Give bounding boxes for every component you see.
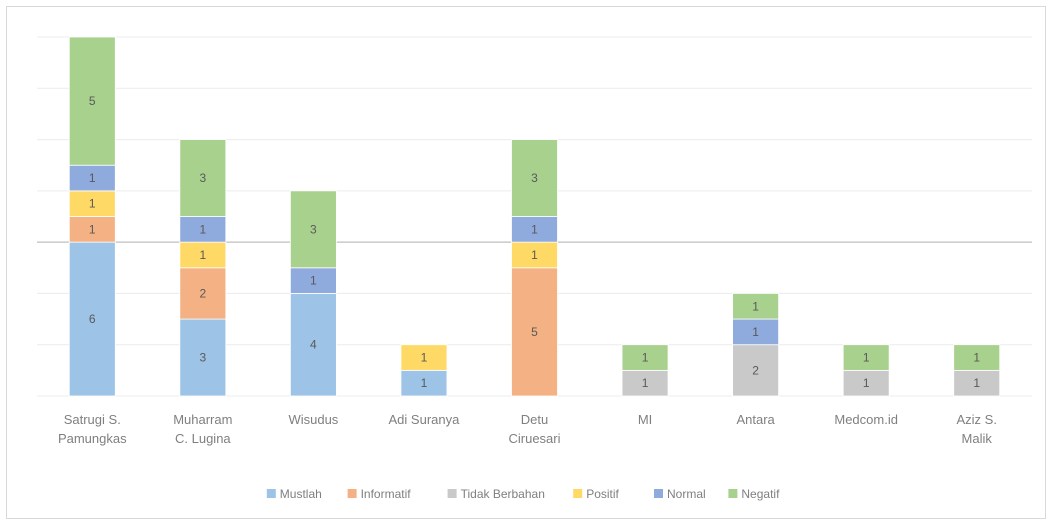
data-label: 1	[199, 248, 206, 262]
legend-item: Tidak Berbahan	[447, 487, 545, 501]
x-tick-label: C. Lugina	[175, 431, 231, 446]
legend-swatch	[447, 489, 457, 498]
legend-item: Negatif	[728, 487, 780, 501]
bar-segment	[289, 190, 337, 269]
legend-label: Positif	[586, 487, 619, 501]
legend-label: Mustlah	[280, 487, 322, 501]
x-tick-label: Malik	[962, 431, 993, 446]
x-axis-labels: Satrugi S. Pamungkas Muharram C. Lugina Wisu…	[58, 412, 997, 446]
x-tick-label: Wisudus	[288, 412, 338, 427]
legend-swatch	[266, 489, 276, 498]
legend-swatch	[347, 489, 357, 498]
legend-item: Normal	[654, 487, 706, 501]
bar-segment	[953, 369, 1001, 397]
bar-segment	[842, 369, 890, 397]
legend-label: Negatif	[741, 487, 780, 501]
chart-frame: 6 1 1 1 5 3 2 1 1 3 4 1 3 1 1 5 1 1 3 1 1 2 1 1 1 1 1 1 Satrugi S. P…	[6, 6, 1046, 519]
legend-label: Tidak Berbahan	[461, 487, 545, 501]
data-label: 1	[531, 222, 538, 236]
legend-label: Normal	[667, 487, 706, 501]
bar-segment	[732, 293, 780, 320]
legend-item: Informatif	[347, 487, 412, 501]
data-label: 1	[642, 376, 649, 390]
legend: Mustlah Informatif Tidak Berbahan Positif No…	[266, 487, 780, 501]
data-label: 3	[531, 171, 538, 185]
data-label: 3	[199, 171, 206, 185]
data-label: 1	[421, 376, 428, 390]
legend-swatch	[728, 489, 738, 498]
bars: 6 1 1 1 5 3 2 1 1 3 4 1 3 1 1 5 1 1 3 1 1 2 1 1 1 1 1 1	[68, 36, 1001, 397]
legend-label: Informatif	[361, 487, 412, 501]
bar-segment	[68, 241, 116, 397]
x-tick-label: Antara	[736, 412, 775, 427]
x-tick-label: Satrugi S.	[64, 412, 121, 427]
bar-segment	[179, 216, 227, 243]
data-label: 1	[973, 351, 980, 365]
bar-segment	[953, 344, 1001, 371]
data-label: 1	[752, 325, 759, 339]
data-label: 1	[89, 197, 96, 211]
bar-segment	[68, 190, 116, 217]
bar-segment	[732, 318, 780, 346]
data-label: 2	[752, 363, 759, 377]
data-label: 1	[863, 351, 870, 365]
bar-segment	[842, 344, 890, 371]
data-label: 3	[310, 222, 317, 236]
data-label: 1	[531, 248, 538, 262]
data-label: 3	[199, 351, 206, 365]
bar-segment	[511, 241, 558, 269]
bar-segment	[68, 36, 116, 166]
bar-segment	[511, 139, 558, 217]
data-label: 2	[199, 286, 206, 300]
x-tick-label: Adi Suranya	[389, 412, 461, 427]
bar-segment	[68, 216, 116, 243]
data-label: 1	[199, 222, 206, 236]
data-label: 1	[973, 376, 980, 390]
data-label: 1	[310, 274, 317, 288]
data-label: 1	[863, 376, 870, 390]
bar-segment	[621, 344, 669, 371]
bar-segment	[179, 241, 227, 269]
bar-segment	[289, 293, 337, 397]
data-label: 1	[421, 351, 428, 365]
bar-segment	[179, 139, 227, 217]
data-label: 1	[642, 351, 649, 365]
data-label: 1	[89, 222, 96, 236]
x-tick-label: Medcom.id	[834, 412, 898, 427]
x-tick-label: Ciruesari	[508, 431, 560, 446]
x-tick-label: Aziz S.	[956, 412, 996, 427]
data-label: 1	[89, 171, 96, 185]
data-label: 4	[310, 338, 317, 352]
legend-item: Mustlah	[266, 487, 322, 501]
bar-segment	[621, 369, 669, 397]
bar-segment	[289, 267, 337, 294]
data-label: 1	[752, 299, 759, 313]
stacked-bar-chart: 6 1 1 1 5 3 2 1 1 3 4 1 3 1 1 5 1 1 3 1 1 2 1 1 1 1 1 1 Satrugi S. P…	[37, 36, 1032, 501]
x-tick-label: MI	[638, 412, 652, 427]
x-tick-label: Muharram	[173, 412, 232, 427]
data-label: 5	[531, 325, 538, 339]
legend-swatch	[573, 489, 583, 498]
data-label: 6	[89, 312, 96, 326]
bar-segment	[511, 216, 558, 243]
data-label: 5	[89, 94, 96, 108]
legend-item: Positif	[573, 487, 620, 501]
bar-segment	[400, 344, 448, 371]
x-tick-label: Pamungkas	[58, 431, 127, 446]
legend-swatch	[654, 489, 663, 498]
x-tick-label: Detu	[521, 412, 548, 427]
